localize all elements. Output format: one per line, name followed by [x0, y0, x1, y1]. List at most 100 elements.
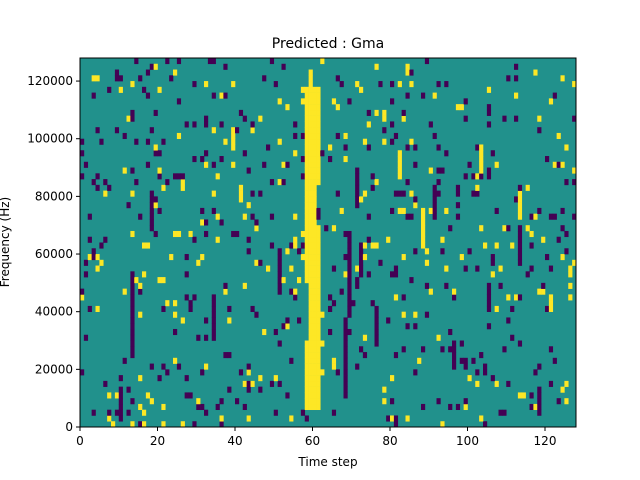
heatmap-cell	[316, 271, 321, 278]
heatmap-cell	[130, 167, 135, 174]
heatmap-cell	[204, 161, 209, 168]
heatmap-cell	[362, 190, 368, 197]
heatmap-cell	[304, 225, 309, 232]
heatmap-cell	[138, 403, 143, 411]
heatmap-cell	[91, 248, 96, 255]
heatmap-cell	[514, 115, 519, 122]
heatmap-cell	[479, 225, 484, 232]
heatmap-cell	[304, 398, 309, 405]
heatmap-cell	[413, 311, 418, 318]
heatmap-cell	[300, 254, 306, 261]
heatmap-cell	[316, 363, 321, 370]
heatmap-cell	[211, 58, 216, 65]
heatmap-cell	[556, 398, 561, 405]
heatmap-cell	[211, 161, 216, 168]
heatmap-cell	[204, 219, 209, 226]
heatmap-cell	[308, 109, 313, 116]
heatmap-cell	[308, 202, 313, 209]
heatmap-cell	[149, 196, 154, 203]
heatmap-cell	[312, 305, 317, 312]
heatmap-cell	[448, 225, 453, 232]
heatmap-cell	[541, 288, 546, 295]
heatmap-cell	[246, 386, 251, 393]
heatmap-cell	[355, 277, 360, 284]
heatmap-cell	[331, 357, 337, 364]
heatmap-cell	[405, 213, 410, 220]
heatmap-cell	[436, 398, 441, 405]
heatmap-cell	[421, 219, 426, 226]
heatmap-cell	[250, 213, 255, 220]
heatmap-cell	[514, 63, 519, 70]
heatmap-cell	[227, 386, 232, 393]
heatmap-cell	[246, 167, 251, 174]
heatmap-cell	[246, 415, 251, 422]
heatmap-cell	[517, 230, 523, 238]
heatmap-cell	[238, 109, 244, 116]
heatmap-cell	[316, 294, 321, 301]
heatmap-cell	[308, 161, 313, 168]
heatmap-cell	[568, 265, 573, 272]
heatmap-cell	[440, 346, 445, 353]
x-axis: 0 20 40 60 80 100 120	[76, 427, 556, 448]
heatmap-cell	[312, 98, 317, 105]
heatmap-cell	[211, 317, 216, 324]
heatmap-cell	[432, 213, 437, 220]
heatmap-cell	[498, 282, 503, 289]
heatmap-cell	[130, 352, 135, 359]
heatmap-cell	[463, 265, 468, 272]
heatmap-cell	[347, 259, 352, 266]
heatmap-cell	[452, 363, 457, 370]
heatmap-cell	[231, 144, 236, 151]
x-tick-label: 0	[76, 434, 84, 448]
heatmap-cell	[153, 230, 158, 238]
heatmap-cell	[211, 294, 216, 301]
heatmap-cell	[149, 127, 154, 134]
heatmap-cell	[331, 300, 337, 307]
heatmap-cell	[517, 392, 523, 399]
heatmap-cell	[277, 277, 282, 284]
heatmap-cell	[223, 92, 228, 99]
heatmap-cell	[130, 282, 135, 289]
heatmap-cell	[161, 363, 166, 370]
heatmap-cell	[401, 311, 406, 318]
heatmap-cell	[312, 294, 317, 301]
heatmap-cell	[343, 271, 348, 278]
heatmap-cell	[521, 392, 526, 399]
y-axis-label: Frequency (Hz)	[0, 197, 12, 288]
heatmap-cell	[560, 75, 565, 82]
heatmap-cell	[316, 375, 321, 382]
heatmap-cell	[312, 196, 317, 203]
heatmap-cell	[486, 305, 492, 312]
heatmap-cell	[196, 334, 201, 341]
heatmap-cell	[320, 340, 325, 347]
heatmap-cell	[529, 403, 534, 411]
heatmap-cell	[312, 380, 317, 387]
heatmap-cell	[335, 369, 340, 376]
heatmap-cell	[308, 282, 313, 289]
heatmap-cell	[382, 138, 387, 145]
heatmap-cell	[80, 294, 85, 301]
heatmap-cell	[238, 369, 244, 376]
heatmap-cell	[316, 398, 321, 405]
heatmap-cell	[572, 81, 577, 88]
heatmap-cell	[250, 380, 255, 387]
heatmap-cell	[312, 282, 317, 289]
heatmap-cell	[184, 392, 189, 399]
heatmap-cell	[312, 132, 317, 140]
heatmap-cell	[490, 254, 495, 261]
heatmap-cell	[452, 346, 457, 353]
heatmap-cell	[126, 115, 131, 122]
heatmap-cell	[316, 104, 321, 111]
heatmap-cell	[366, 236, 371, 243]
heatmap-cell	[130, 300, 135, 307]
heatmap-cell	[258, 115, 263, 122]
heatmap-cell	[130, 277, 135, 284]
heatmap-cell	[359, 271, 364, 278]
heatmap-cell	[300, 230, 306, 238]
heatmap-cell	[107, 184, 112, 191]
heatmap-cell	[130, 334, 135, 341]
heatmap-cell	[572, 213, 577, 220]
heatmap-cell	[421, 230, 426, 238]
heatmap-cell	[211, 300, 216, 307]
